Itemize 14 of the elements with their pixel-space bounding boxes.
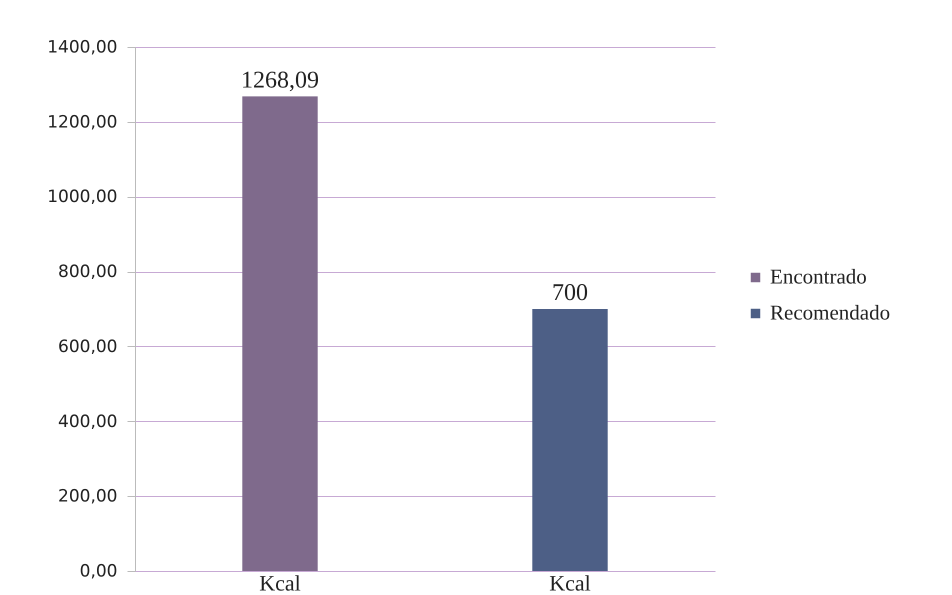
legend-label: Recomendado bbox=[770, 300, 890, 324]
x-tick-label: Kcal bbox=[259, 570, 301, 595]
y-tick-label: 400,00 bbox=[58, 412, 118, 432]
y-tick-label: 1400,00 bbox=[47, 38, 118, 58]
y-tick-label: 1200,00 bbox=[47, 112, 118, 132]
data-label: 700 bbox=[552, 280, 588, 306]
data-label: 1268,09 bbox=[241, 67, 319, 94]
y-tick-label: 200,00 bbox=[58, 486, 118, 507]
y-tick-label: 800,00 bbox=[58, 262, 118, 282]
y-tick-label: 0,00 bbox=[80, 562, 118, 582]
x-tick-label: Kcal bbox=[549, 570, 591, 595]
y-tick-label: 1000,00 bbox=[47, 187, 118, 208]
legend-label: Encontrado bbox=[770, 264, 867, 288]
y-tick-label: 600,00 bbox=[58, 336, 118, 357]
